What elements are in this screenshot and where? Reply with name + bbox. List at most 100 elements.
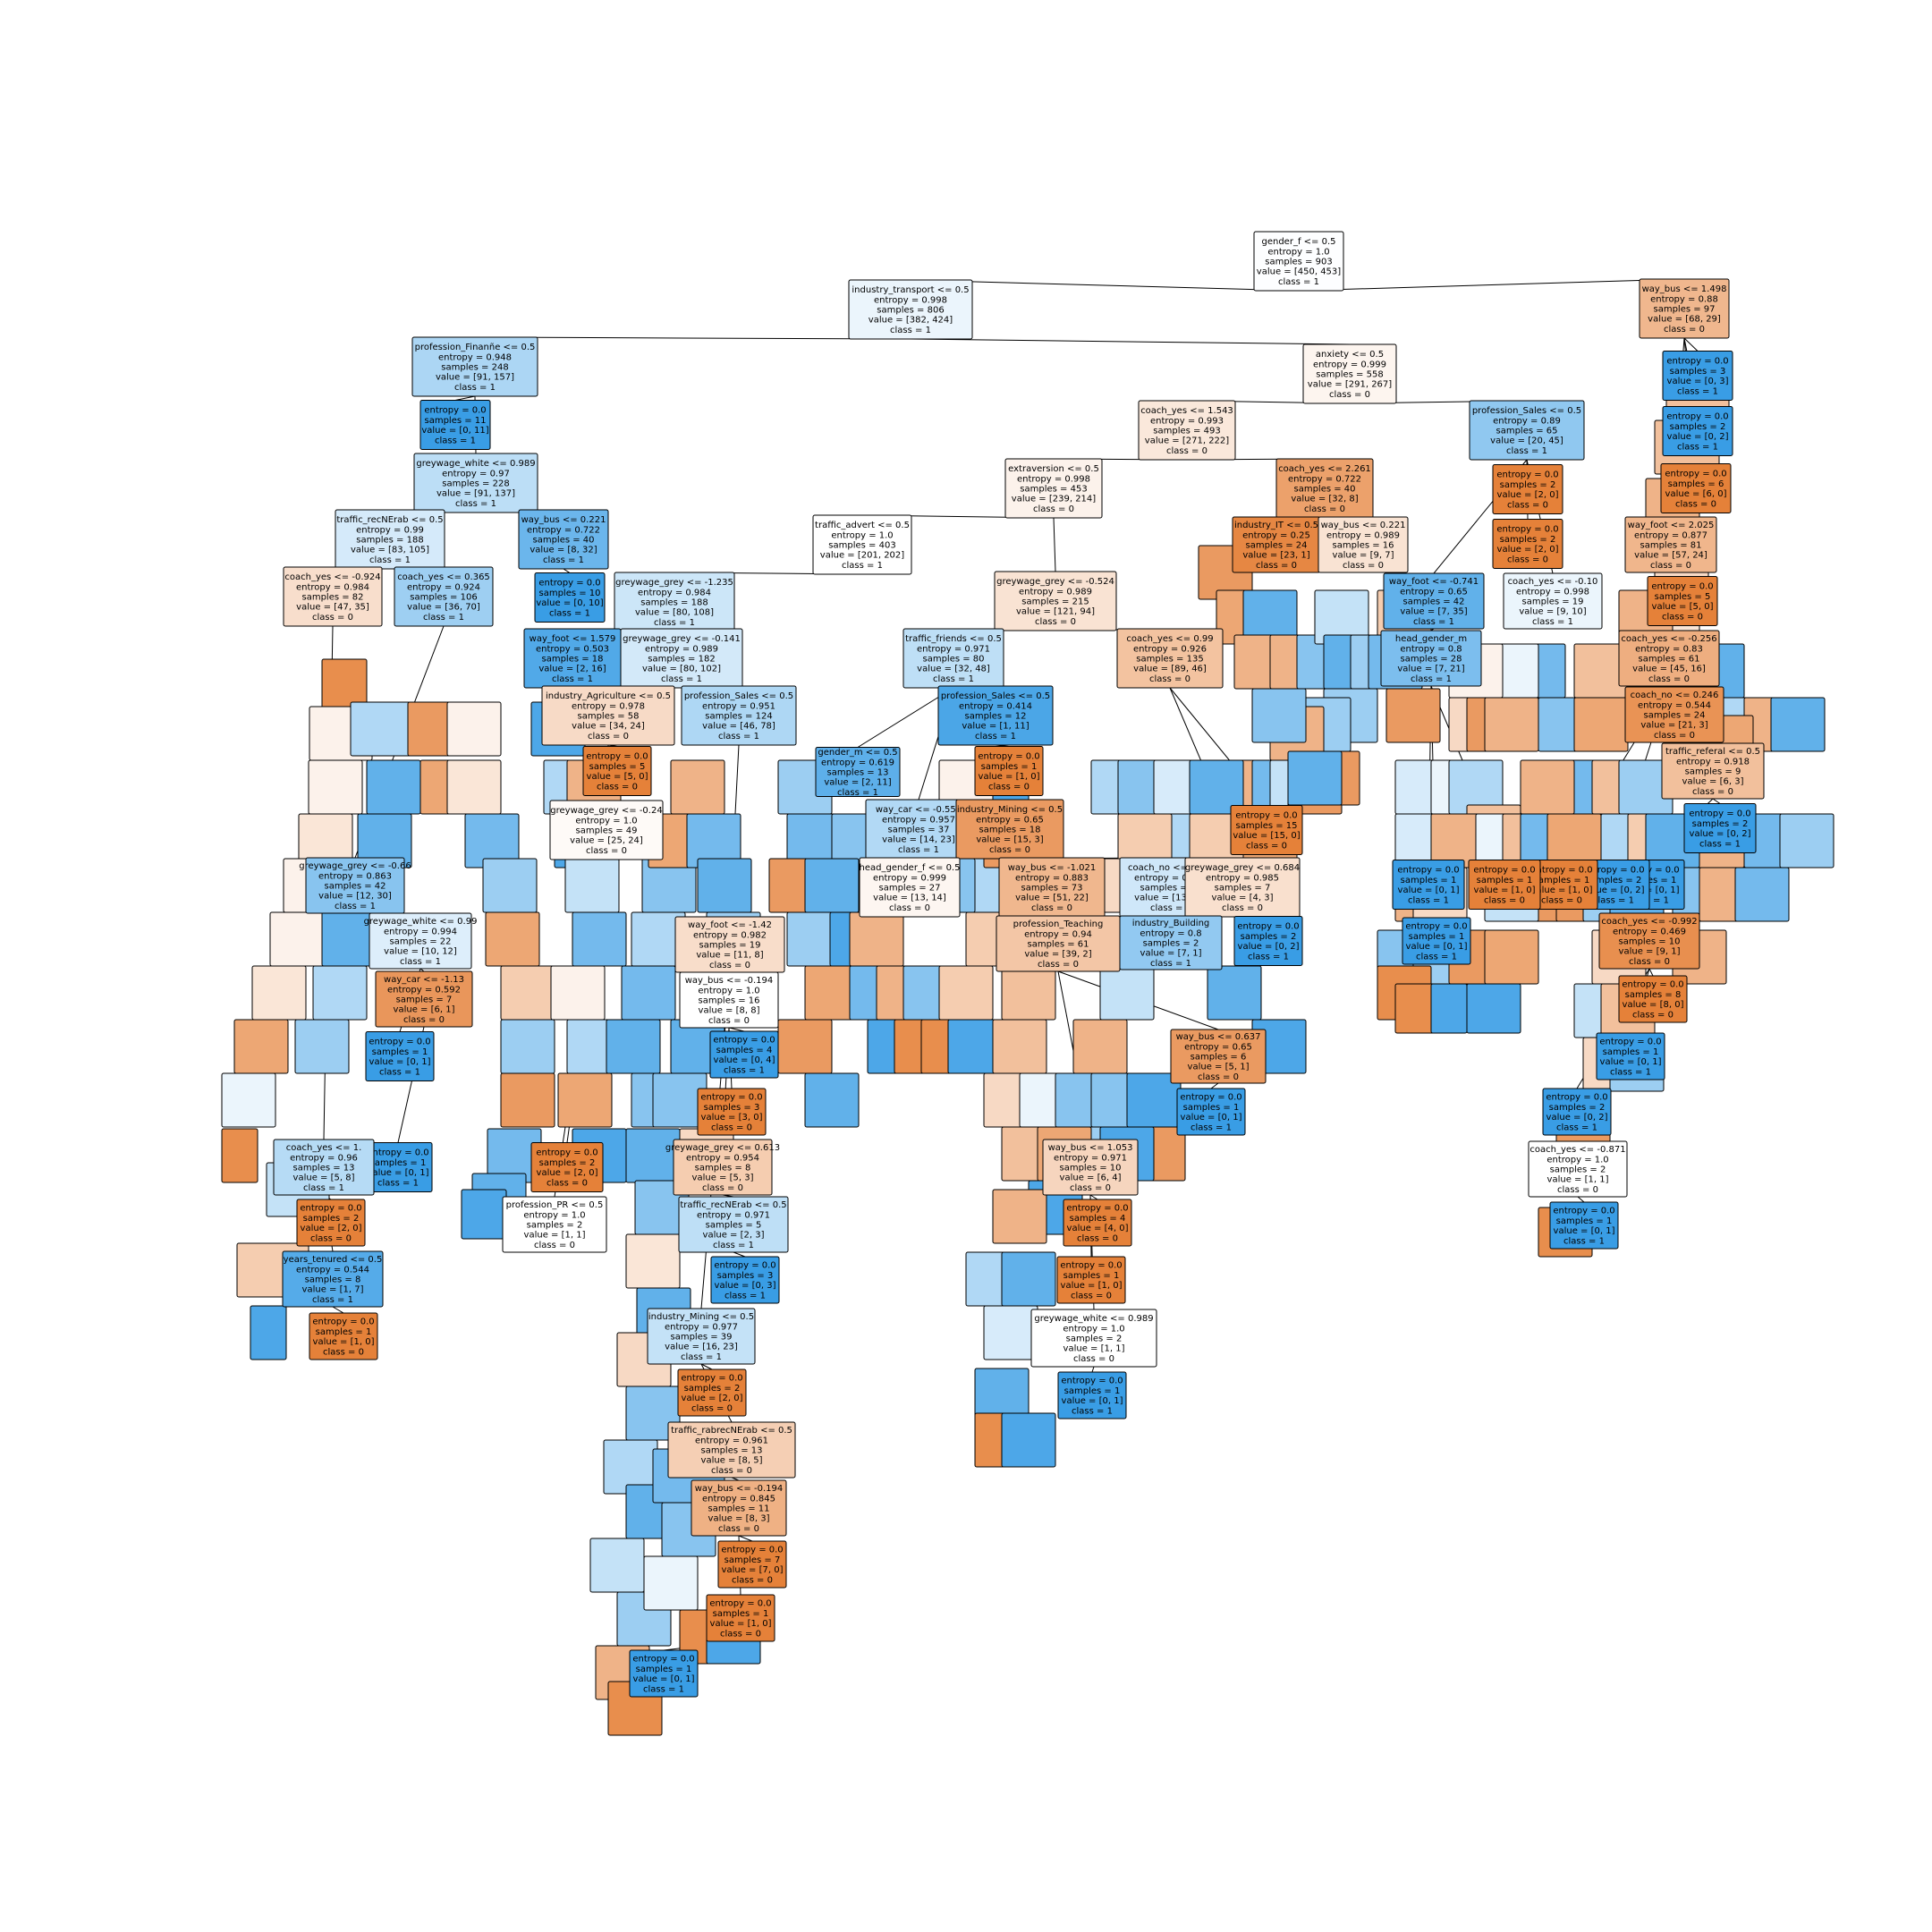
node-text-line: industry_transport <= 0.5 xyxy=(852,285,969,295)
node-text-line: class = 0 xyxy=(1222,903,1263,913)
node-box xyxy=(1469,400,1585,461)
node-text-line: class = 0 xyxy=(547,1178,588,1188)
node-text-line: value = [0, 10] xyxy=(536,598,603,608)
node-text-line: value = [45, 16] xyxy=(1632,665,1706,674)
node-text-line: value = [4, 3] xyxy=(1212,894,1274,903)
node-text-line: way_bus <= -1.021 xyxy=(1008,863,1096,873)
node-text-line: head_gender_m xyxy=(1395,634,1467,644)
node-text-line: traffic_referal <= 0.5 xyxy=(1665,747,1760,757)
node-text-line: greywage_grey <= -0.24 xyxy=(550,806,662,816)
node-text-line: samples = 493 xyxy=(1153,427,1220,436)
node-text-line: value = [7, 35] xyxy=(1400,607,1467,617)
node-text-line: samples = 3 xyxy=(704,1103,760,1113)
node-text-line: coach_yes <= 2.261 xyxy=(1278,464,1371,474)
node-text-line: entropy = 0.0 xyxy=(681,1374,742,1384)
node-text-line: samples = 5 xyxy=(1655,592,1711,602)
node-text-line: entropy = 1.0 xyxy=(698,986,759,996)
node-text-line: entropy = 0.65 xyxy=(1184,1042,1252,1052)
node-text-line: entropy = 0.982 xyxy=(693,930,767,940)
node-text-line: samples = 1 xyxy=(1409,932,1465,942)
overlapped-node-box xyxy=(804,1072,860,1128)
node-text-line: value = [2, 0] xyxy=(682,1394,743,1403)
node-text-line: value = [91, 137] xyxy=(436,489,515,499)
node-text-line: samples = 124 xyxy=(705,712,772,722)
node-text-line: value = [450, 453] xyxy=(1257,267,1341,277)
node-text-line: entropy = 0.0 xyxy=(586,752,648,762)
node-text-line: samples = 2 xyxy=(1550,1165,1606,1175)
node-text-line: value = [7, 21] xyxy=(1397,665,1464,674)
node-text-line: entropy = 0.65 xyxy=(1400,587,1468,597)
node-text-line: samples = 42 xyxy=(1402,597,1464,607)
node-text-line: class = 0 xyxy=(403,1015,445,1025)
node-text-line: entropy = 0.948 xyxy=(438,352,512,362)
tree-edge xyxy=(728,1027,745,1032)
tree-edge xyxy=(1683,337,1699,352)
overlapped-node-box xyxy=(643,1555,699,1611)
node-text-line: class = 1 xyxy=(975,732,1016,741)
node-text-line: entropy = 0.845 xyxy=(702,1494,775,1504)
node-box xyxy=(1383,572,1485,630)
overlapped-node-box xyxy=(625,1128,681,1183)
node-text-line: samples = 37 xyxy=(887,826,949,835)
node-text-line: entropy = 0.0 xyxy=(1237,922,1299,932)
node-text-line: greywage_grey <= -1.235 xyxy=(615,578,733,588)
node-text-line: class = 0 xyxy=(1484,895,1525,905)
node-box xyxy=(815,747,901,797)
node-text-line: class = 1 xyxy=(455,499,496,509)
overlapped-node-box xyxy=(1251,688,1307,743)
node-text-line: value = [8, 5] xyxy=(701,1456,763,1466)
node-text-line: value = [80, 102] xyxy=(642,665,721,674)
node-box xyxy=(691,1479,787,1537)
node-text-line: profession_Sales <= 0.5 xyxy=(684,691,793,701)
node-text-line: value = [0, 2] xyxy=(1667,432,1729,442)
node-text-line: class = 1 xyxy=(654,618,695,628)
overlapped-node-box xyxy=(992,1189,1047,1244)
node-box xyxy=(1318,516,1409,573)
node-text-line: entropy = 0.883 xyxy=(1015,873,1089,883)
node-text-line: samples = 11 xyxy=(424,416,486,426)
node-box xyxy=(530,1142,604,1192)
node-text-line: class = 0 xyxy=(588,732,629,741)
node-text-line: samples = 903 xyxy=(1265,258,1332,267)
node-text-line: years_tenured <= 0.5 xyxy=(284,1255,383,1265)
node-text-line: class = 0 xyxy=(534,1241,575,1250)
node-box xyxy=(394,566,494,627)
node-text-line: value = [0, 11] xyxy=(421,426,488,436)
node-box xyxy=(1063,1199,1132,1247)
node-text-line: value = [34, 24] xyxy=(572,722,645,732)
node-text-line: entropy = 0.877 xyxy=(1634,530,1707,540)
node-text-line: samples = 13 xyxy=(700,1446,762,1456)
node-text-line: coach_yes <= -0.256 xyxy=(1621,634,1716,644)
node-box xyxy=(413,453,538,513)
node-text-line: entropy = 0.957 xyxy=(882,815,955,825)
node-box xyxy=(365,1031,435,1081)
node-text-line: value = [201, 202] xyxy=(820,551,904,561)
node-text-line: samples = 4 xyxy=(716,1046,773,1055)
node-text-line: class = 1 xyxy=(724,1065,765,1075)
node-text-line: class = 1 xyxy=(713,1241,754,1250)
overlapped-node-box xyxy=(1430,983,1468,1034)
node-box xyxy=(1647,576,1718,626)
node-text-line: entropy = 0.971 xyxy=(1054,1153,1127,1163)
overlapped-node-box xyxy=(1484,697,1539,752)
node-text-line: coach_yes <= -0.10 xyxy=(1508,577,1598,587)
node-text-line: class = 1 xyxy=(1593,895,1634,905)
tree-edge xyxy=(1091,1366,1095,1373)
